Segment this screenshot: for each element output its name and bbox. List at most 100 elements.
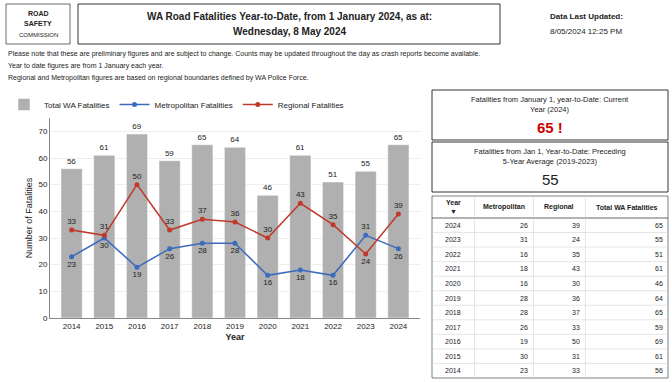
svg-text:19: 19 [133, 270, 142, 279]
svg-text:65: 65 [655, 222, 663, 229]
svg-text:30: 30 [38, 234, 47, 243]
svg-text:19: 19 [520, 338, 528, 345]
svg-text:61: 61 [100, 143, 109, 152]
svg-text:2016: 2016 [128, 322, 146, 331]
svg-text:26: 26 [394, 252, 403, 261]
svg-text:Year▼: Year▼ [446, 199, 461, 215]
svg-text:69: 69 [132, 122, 141, 131]
svg-text:Please note that these are pre: Please note that these are preliminary f… [8, 50, 480, 58]
svg-text:30: 30 [100, 241, 109, 250]
svg-text:23: 23 [67, 260, 76, 269]
svg-text:35: 35 [329, 212, 338, 221]
svg-text:WA Road Fatalities Year-to-Dat: WA Road Fatalities Year-to-Date, from 1 … [147, 11, 432, 22]
svg-text:COMMISSION: COMMISSION [19, 32, 58, 38]
svg-text:23: 23 [520, 367, 528, 374]
svg-text:Year to date figures are from: Year to date figures are from 1 January … [8, 62, 163, 70]
svg-text:65 !: 65 ! [537, 119, 563, 136]
svg-text:55: 55 [361, 159, 370, 168]
svg-text:33: 33 [165, 217, 174, 226]
svg-text:59: 59 [655, 324, 663, 331]
svg-text:2023: 2023 [357, 322, 375, 331]
svg-text:Total WA Fatalities: Total WA Fatalities [596, 204, 658, 211]
svg-text:55: 55 [542, 171, 559, 188]
svg-text:16: 16 [520, 280, 528, 287]
svg-text:30: 30 [520, 353, 528, 360]
svg-text:33: 33 [572, 324, 580, 331]
svg-text:2018: 2018 [445, 309, 461, 316]
svg-text:Regional and Metropolitan figu: Regional and Metropolitan figures are ba… [8, 74, 309, 82]
svg-text:Number of Fatalities: Number of Fatalities [24, 177, 34, 258]
svg-text:2017: 2017 [445, 324, 461, 331]
svg-text:64: 64 [230, 135, 239, 144]
svg-text:51: 51 [328, 170, 337, 179]
svg-text:2024: 2024 [389, 322, 407, 331]
svg-text:56: 56 [67, 157, 76, 166]
svg-text:26: 26 [165, 252, 174, 261]
svg-text:8/05/2024 12:25 PM: 8/05/2024 12:25 PM [550, 27, 622, 36]
svg-text:2014: 2014 [63, 322, 81, 331]
svg-text:Metropolitan Fatalities: Metropolitan Fatalities [155, 101, 233, 110]
svg-text:Regional: Regional [544, 203, 574, 211]
svg-text:28: 28 [520, 295, 528, 302]
svg-text:33: 33 [67, 217, 76, 226]
svg-text:69: 69 [655, 338, 663, 345]
svg-text:24: 24 [572, 236, 580, 243]
svg-text:36: 36 [572, 295, 580, 302]
svg-text:59: 59 [165, 149, 174, 158]
svg-text:43: 43 [572, 265, 580, 272]
svg-text:18: 18 [296, 273, 305, 282]
svg-text:51: 51 [655, 251, 663, 258]
svg-text:61: 61 [655, 353, 663, 360]
svg-text:26: 26 [520, 222, 528, 229]
svg-text:16: 16 [329, 278, 338, 287]
svg-text:50: 50 [38, 180, 47, 189]
svg-text:50: 50 [133, 172, 142, 181]
svg-text:2015: 2015 [445, 353, 461, 360]
svg-text:2019: 2019 [226, 322, 244, 331]
svg-text:31: 31 [100, 222, 109, 231]
svg-text:Metropolitan: Metropolitan [483, 203, 525, 211]
svg-text:61: 61 [296, 143, 305, 152]
svg-text:37: 37 [198, 206, 207, 215]
svg-text:0: 0 [43, 314, 48, 323]
svg-text:64: 64 [655, 295, 663, 302]
svg-text:31: 31 [520, 236, 528, 243]
svg-text:10: 10 [38, 287, 47, 296]
svg-text:56: 56 [655, 367, 663, 374]
svg-text:36: 36 [231, 209, 240, 218]
svg-text:2016: 2016 [445, 338, 461, 345]
svg-text:39: 39 [572, 222, 580, 229]
svg-text:2020: 2020 [445, 280, 461, 287]
svg-text:24: 24 [361, 257, 370, 266]
svg-text:2022: 2022 [324, 322, 342, 331]
svg-text:55: 55 [655, 236, 663, 243]
svg-text:30: 30 [263, 225, 272, 234]
svg-text:Wednesday, 8 May 2024: Wednesday, 8 May 2024 [233, 26, 346, 37]
svg-text:65: 65 [198, 133, 207, 142]
svg-text:31: 31 [572, 353, 580, 360]
svg-text:30: 30 [572, 280, 580, 287]
svg-text:46: 46 [263, 183, 272, 192]
svg-text:Regional Fatalities: Regional Fatalities [278, 101, 344, 110]
svg-text:33: 33 [572, 367, 580, 374]
svg-text:61: 61 [655, 265, 663, 272]
svg-text:20: 20 [38, 260, 47, 269]
svg-text:46: 46 [655, 280, 663, 287]
svg-text:Fatalities from Jan 1, Year-to: Fatalities from Jan 1, Year-to-Date: Pre… [474, 147, 626, 166]
svg-text:2019: 2019 [445, 295, 461, 302]
svg-text:2022: 2022 [445, 251, 461, 258]
svg-text:70: 70 [38, 127, 47, 136]
svg-text:50: 50 [572, 338, 580, 345]
svg-text:16: 16 [520, 251, 528, 258]
svg-text:26: 26 [520, 324, 528, 331]
svg-text:28: 28 [520, 309, 528, 316]
svg-text:ROAD: ROAD [28, 10, 49, 17]
svg-text:2017: 2017 [161, 322, 179, 331]
svg-text:Total WA Fatalities: Total WA Fatalities [44, 101, 110, 110]
svg-text:65: 65 [655, 309, 663, 316]
svg-text:2021: 2021 [445, 265, 461, 272]
svg-text:2014: 2014 [445, 367, 461, 374]
svg-text:Fatalities from January 1, yea: Fatalities from January 1, year-to-Date:… [471, 95, 629, 114]
svg-text:39: 39 [394, 201, 403, 210]
svg-text:SAFETY: SAFETY [24, 20, 52, 27]
